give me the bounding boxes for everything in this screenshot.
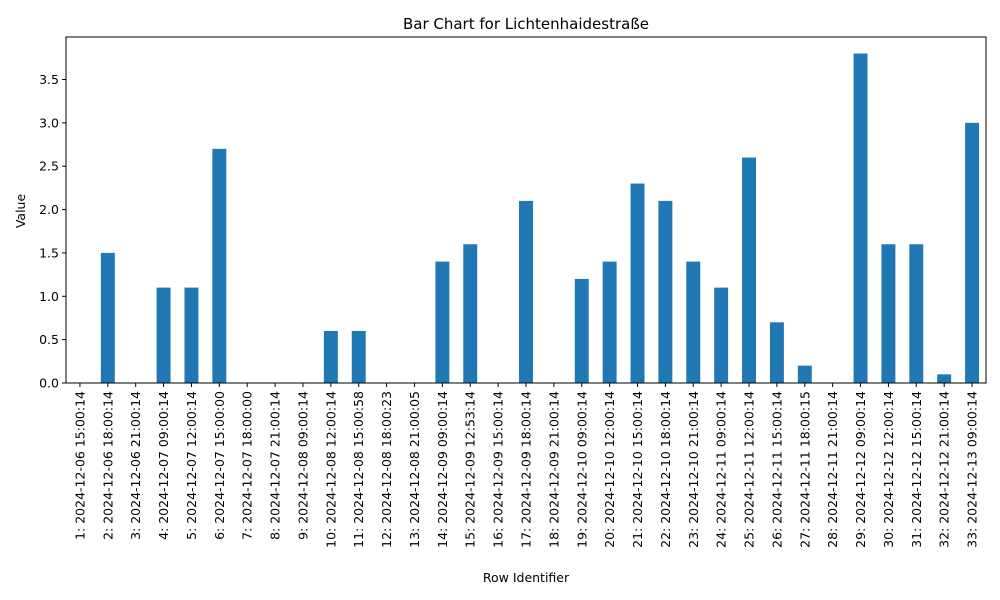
x-tick-label: 20: 2024-12-10 12:00:14: [602, 391, 617, 548]
x-tick-label: 8: 2024-12-07 21:00:14: [268, 391, 283, 540]
x-tick-label: 4: 2024-12-07 09:00:14: [156, 391, 171, 540]
bar-24: [714, 287, 729, 383]
x-tick-label: 24: 2024-12-11 09:00:14: [714, 391, 729, 548]
x-tick-label: 6: 2024-12-07 15:00:00: [212, 391, 227, 540]
x-tick-label: 29: 2024-12-12 09:00:14: [853, 391, 868, 548]
y-tick-label: 0.5: [39, 332, 59, 347]
bar-14: [435, 261, 450, 383]
plot-frame: [65, 36, 987, 384]
x-tick-label: 22: 2024-12-10 18:00:14: [658, 391, 673, 548]
x-tick-label: 19: 2024-12-10 09:00:14: [574, 391, 589, 548]
chart-title: Bar Chart for Lichtenhaidestraße: [403, 15, 649, 33]
x-axis: 1: 2024-12-06 15:00:14 2: 2024-12-06 18:0…: [72, 383, 980, 548]
x-tick-label: 31: 2024-12-12 15:00:14: [909, 391, 924, 548]
bar-10: [323, 330, 338, 383]
bar-23: [686, 261, 701, 383]
x-tick-label: 26: 2024-12-11 15:00:14: [769, 391, 784, 548]
y-tick-label: 1.0: [39, 289, 59, 304]
y-tick-label: 3.5: [39, 72, 59, 87]
x-tick-label: 1: 2024-12-06 15:00:14: [72, 391, 87, 540]
bar-17: [519, 200, 533, 383]
y-axis-label: Value: [13, 194, 28, 229]
plot-area: [100, 53, 980, 383]
x-tick-label: 11: 2024-12-08 15:00:58: [351, 391, 366, 548]
y-tick-label: 2.5: [39, 159, 59, 174]
x-tick-label: 32: 2024-12-12 21:00:14: [937, 391, 952, 548]
bar-26: [769, 322, 784, 383]
x-tick-label: 3: 2024-12-06 21:00:14: [128, 391, 143, 540]
bar-33: [965, 122, 980, 383]
bar-21: [630, 183, 645, 383]
x-tick-label: 33: 2024-12-13 09:00:14: [965, 391, 980, 548]
bar-22: [658, 200, 673, 383]
bar-30: [881, 244, 896, 383]
bar-27: [797, 365, 812, 383]
x-tick-label: 15: 2024-12-09 12:53:14: [463, 391, 478, 548]
x-tick-label: 7: 2024-12-07 18:00:00: [240, 391, 255, 540]
x-tick-label: 28: 2024-12-11 21:00:14: [825, 391, 840, 548]
y-tick-label: 2.0: [39, 202, 59, 217]
x-tick-label: 16: 2024-12-09 15:00:14: [491, 391, 506, 548]
x-tick-label: 9: 2024-12-08 09:00:14: [295, 391, 310, 540]
x-tick-label: 13: 2024-12-08 21:00:05: [407, 391, 422, 548]
x-tick-label: 14: 2024-12-09 09:00:14: [435, 391, 450, 548]
x-tick-label: 25: 2024-12-11 12:00:14: [742, 391, 757, 548]
bar-4: [156, 287, 171, 383]
bar-20: [602, 261, 617, 383]
y-tick-label: 0.0: [39, 376, 59, 391]
x-tick-label: 10: 2024-12-08 12:00:14: [323, 391, 338, 548]
bar-19: [574, 278, 589, 383]
x-tick-label: 21: 2024-12-10 15:00:14: [630, 391, 645, 548]
y-tick-label: 1.5: [39, 245, 59, 260]
y-axis: 0.0 0.5 1.0 1.5 2.0 2.5 3.0 3.5: [39, 72, 66, 391]
bar-2: [100, 252, 115, 383]
x-tick-label: 27: 2024-12-11 18:00:15: [797, 391, 812, 548]
x-tick-label: 18: 2024-12-09 21:00:14: [546, 391, 561, 548]
bar-6: [212, 148, 227, 383]
bar-32: [937, 374, 952, 383]
bar-5: [184, 287, 199, 383]
bar-31: [909, 244, 924, 383]
x-tick-label: 12: 2024-12-08 18:00:23: [379, 391, 394, 548]
bar-15: [463, 244, 478, 383]
x-axis-label: Row Identifier: [483, 570, 570, 585]
x-tick-label: 30: 2024-12-12 12:00:14: [881, 391, 896, 548]
x-tick-label: 23: 2024-12-10 21:00:14: [686, 391, 701, 548]
bar-25: [742, 157, 756, 383]
x-tick-label: 2: 2024-12-06 18:00:14: [100, 391, 115, 540]
bar-29: [853, 53, 868, 383]
y-tick-label: 3.0: [39, 115, 59, 130]
bar-11: [351, 330, 366, 383]
x-tick-label: 5: 2024-12-07 12:00:14: [184, 391, 199, 540]
x-tick-label: 17: 2024-12-09 18:00:14: [519, 391, 534, 548]
